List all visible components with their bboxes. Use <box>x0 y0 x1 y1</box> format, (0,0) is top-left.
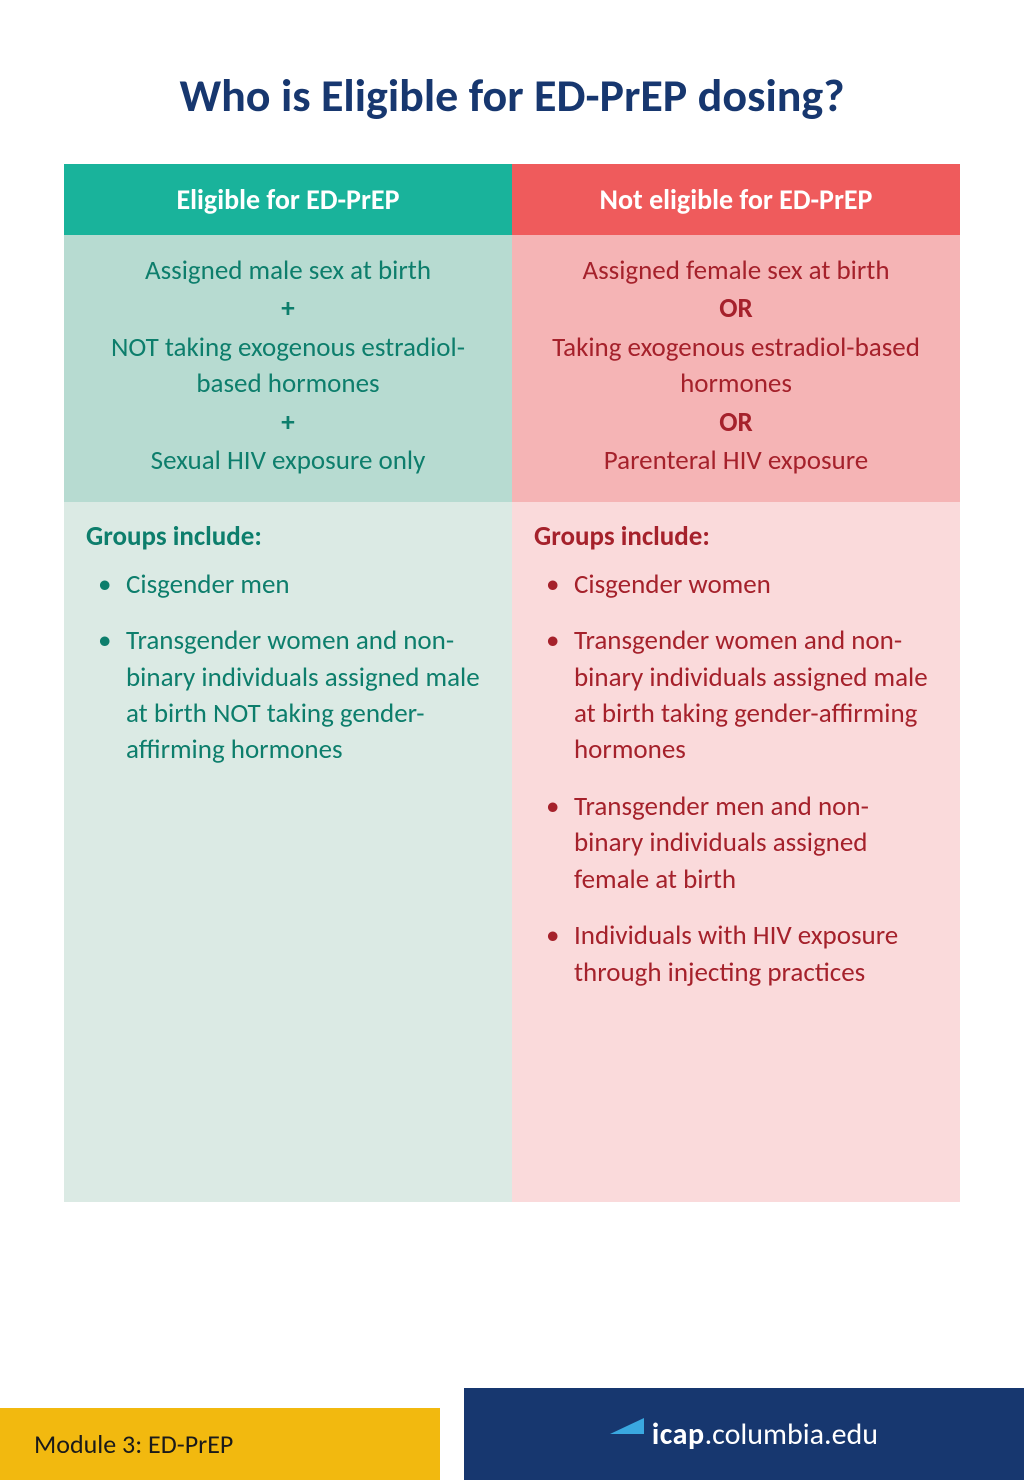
eligible-groups-list: Cisgender men Transgender women and non-b… <box>86 567 490 769</box>
logo-light-text: .columbia.edu <box>705 1416 878 1453</box>
criteria-line: Assigned female sex at birth <box>534 253 938 289</box>
page-title: Who is Eligible for ED-PrEP dosing? <box>0 0 1024 164</box>
eligible-criteria: Assigned male sex at birth+NOT taking ex… <box>64 235 512 502</box>
footer-logo: icap.columbia.edu <box>464 1388 1024 1480</box>
group-item: Transgender men and non-binary individua… <box>540 789 938 898</box>
eligibility-table: Eligible for ED-PrEP Assigned male sex a… <box>64 164 960 1202</box>
criteria-line: Assigned male sex at birth <box>86 253 490 289</box>
eligible-header: Eligible for ED-PrEP <box>64 164 512 235</box>
footer: Module 3: ED-PrEP icap.columbia.edu <box>0 1388 1024 1480</box>
not-eligible-groups-list: Cisgender women Transgender women and non… <box>534 567 938 991</box>
group-item: Cisgender men <box>92 567 490 603</box>
logo-bold-text: icap <box>652 1416 705 1453</box>
criteria-line: NOT taking exogenous estradiol-based hor… <box>86 330 490 403</box>
eligible-column: Eligible for ED-PrEP Assigned male sex a… <box>64 164 512 1202</box>
criteria-line: Sexual HIV exposure only <box>86 443 490 479</box>
eligible-groups-title: Groups include: <box>86 520 490 553</box>
criteria-line: Parenteral HIV exposure <box>534 443 938 479</box>
footer-module: Module 3: ED-PrEP <box>0 1408 440 1480</box>
not-eligible-column: Not eligible for ED-PrEP Assigned female… <box>512 164 960 1202</box>
group-item: Transgender women and non-binary individ… <box>92 623 490 769</box>
group-item: Cisgender women <box>540 567 938 603</box>
criteria-separator: OR <box>534 291 938 327</box>
not-eligible-groups-title: Groups include: <box>534 520 938 553</box>
group-item: Transgender women and non-binary individ… <box>540 623 938 769</box>
not-eligible-criteria: Assigned female sex at birthORTaking exo… <box>512 235 960 502</box>
not-eligible-header: Not eligible for ED-PrEP <box>512 164 960 235</box>
logo-triangle-icon <box>610 1418 644 1434</box>
criteria-separator: + <box>86 405 490 441</box>
footer-module-text: Module 3: ED-PrEP <box>34 1428 233 1460</box>
not-eligible-groups: Groups include: Cisgender women Transgend… <box>512 502 960 1202</box>
criteria-separator: OR <box>534 405 938 441</box>
group-item: Individuals with HIV exposure through in… <box>540 918 938 991</box>
criteria-separator: + <box>86 291 490 327</box>
eligible-groups: Groups include: Cisgender men Transgender… <box>64 502 512 1202</box>
criteria-line: Taking exogenous estradiol-based hormone… <box>534 330 938 403</box>
